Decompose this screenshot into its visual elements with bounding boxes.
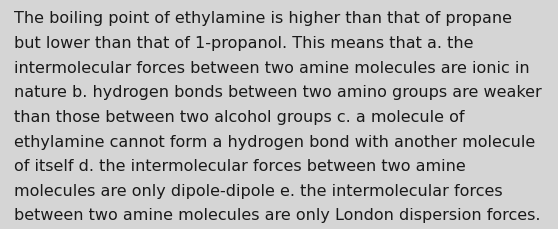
Text: molecules are only dipole-dipole e. the intermolecular forces: molecules are only dipole-dipole e. the … (14, 183, 503, 198)
Text: but lower than that of 1-propanol. This means that a. the: but lower than that of 1-propanol. This … (14, 36, 473, 51)
Text: of itself d. the intermolecular forces between two amine: of itself d. the intermolecular forces b… (14, 158, 466, 173)
Text: than those between two alcohol groups c. a molecule of: than those between two alcohol groups c.… (14, 109, 464, 124)
Text: nature b. hydrogen bonds between two amino groups are weaker: nature b. hydrogen bonds between two ami… (14, 85, 542, 100)
Text: The boiling point of ethylamine is higher than that of propane: The boiling point of ethylamine is highe… (14, 11, 512, 26)
Text: intermolecular forces between two amine molecules are ionic in: intermolecular forces between two amine … (14, 60, 530, 75)
Text: ethylamine cannot form a hydrogen bond with another molecule: ethylamine cannot form a hydrogen bond w… (14, 134, 535, 149)
Text: between two amine molecules are only London dispersion forces.: between two amine molecules are only Lon… (14, 207, 541, 222)
